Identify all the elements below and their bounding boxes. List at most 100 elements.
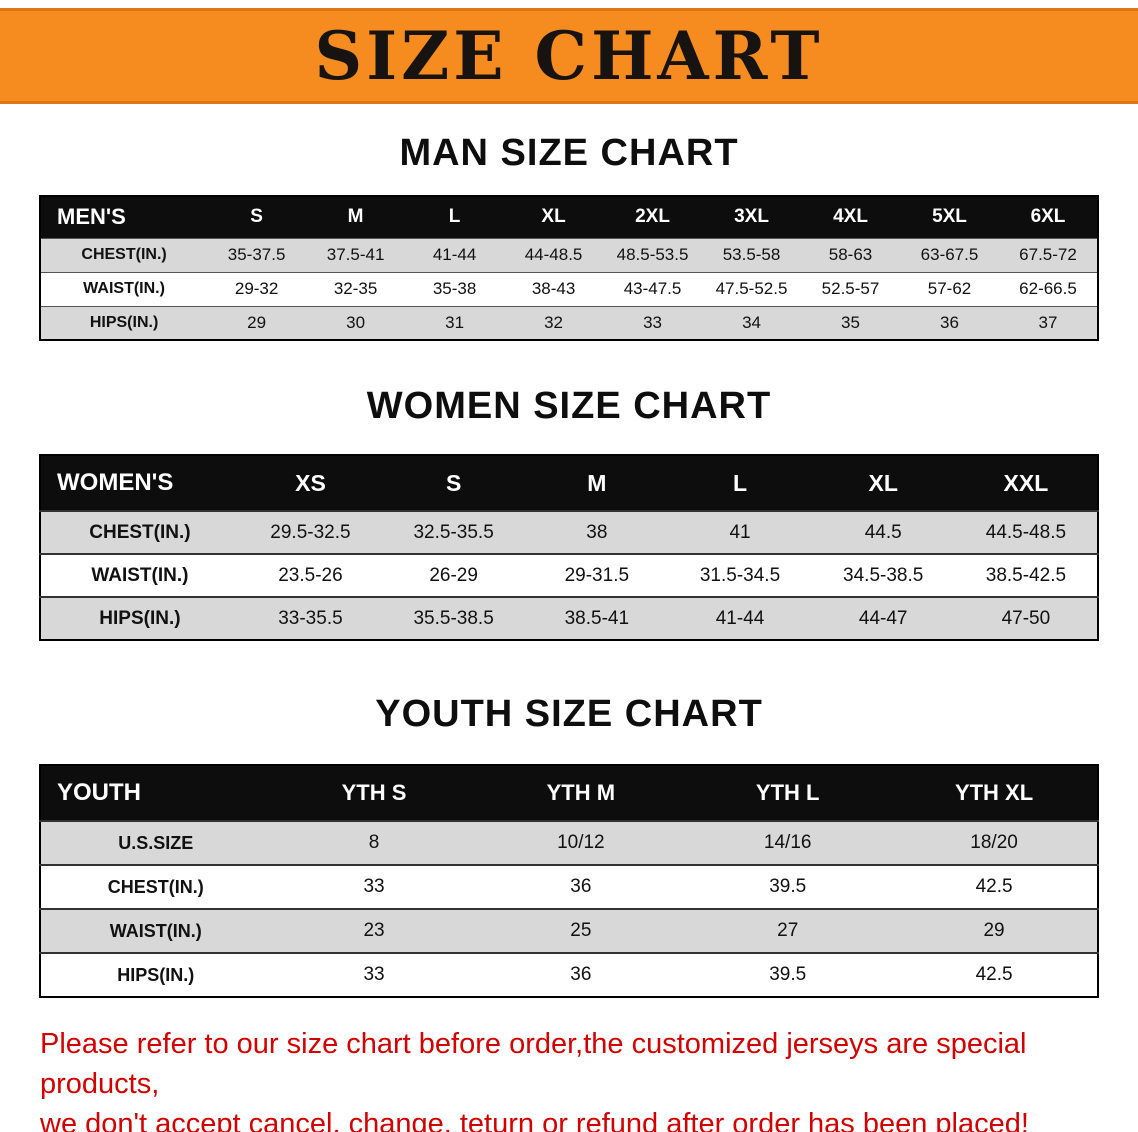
size-value-cell: 44-48.5 xyxy=(524,245,583,264)
women-size-table: WOMEN'S XS S M L XL XXL CHEST(IN.) 29.5-32.5 32.5… xyxy=(39,454,1099,641)
size-header-cell: 4XL xyxy=(833,206,868,228)
table-row: WAIST(IN.) 23 25 27 29 xyxy=(40,909,1098,953)
size-value-cell: 41 xyxy=(729,521,751,543)
size-value-cell: 31 xyxy=(445,312,465,332)
size-value-cell: 38 xyxy=(586,521,608,543)
women-section-heading: WOMEN SIZE CHART xyxy=(366,385,772,427)
size-value-cell: 43-47.5 xyxy=(623,279,682,298)
size-value-cell: 47.5-52.5 xyxy=(715,279,788,298)
size-value-cell: 57-62 xyxy=(927,279,972,298)
table-row: CHEST(IN.) 35-37.5 37.5-41 41-44 44-48.5 48.5… xyxy=(40,238,1098,272)
table-row: WAIST(IN.) 29-32 32-35 35-38 38-43 43-47.5 47.… xyxy=(40,272,1098,306)
page-title: SIZE CHART xyxy=(314,17,824,95)
size-value-cell: 48.5-53.5 xyxy=(616,245,689,264)
size-value-cell: 31.5-34.5 xyxy=(699,564,781,586)
table-row: HIPS(IN.) 33-35.5 35.5-38.5 38.5-41 41-44 44-… xyxy=(40,597,1098,640)
size-value-cell: 25 xyxy=(570,920,592,941)
table-row: HIPS(IN.) 29 30 31 32 33 34 35 36 37 xyxy=(40,306,1098,340)
size-header-cell: XS xyxy=(295,469,326,496)
table-row: CHEST(IN.) 29.5-32.5 32.5-35.5 38 41 44.5 44.5… xyxy=(40,511,1098,554)
size-header-cell: YTH XL xyxy=(954,780,1034,805)
size-value-cell: 41-44 xyxy=(715,607,765,629)
table-row: U.S.SIZE 8 10/12 14/16 18/20 xyxy=(40,821,1098,865)
size-header-cell: L xyxy=(448,206,461,228)
size-value-cell: 47-50 xyxy=(1001,607,1051,629)
row-label: CHEST(IN.) xyxy=(89,521,191,543)
youth-section-heading: YOUTH SIZE CHART xyxy=(375,693,763,735)
size-header-cell: 6XL xyxy=(1030,206,1066,228)
size-value-cell: 53.5-58 xyxy=(722,245,781,264)
size-value-cell: 41-44 xyxy=(432,245,477,264)
men-size-section: MAN SIZE CHART MEN'S S M L XL 2XL 3XL 4XL 5XL 6XL… xyxy=(0,132,1138,341)
size-value-cell: 30 xyxy=(346,312,366,332)
table-row: WAIST(IN.) 23.5-26 26-29 29-31.5 31.5-34.5 34… xyxy=(40,554,1098,597)
table-header-row: MEN'S S M L XL 2XL 3XL 4XL 5XL 6XL xyxy=(40,196,1098,238)
size-value-cell: 44.5-48.5 xyxy=(985,521,1067,543)
size-value-cell: 27 xyxy=(777,920,799,941)
table-header-row: WOMEN'S XS S M L XL XXL xyxy=(40,455,1098,511)
size-header-cell: YTH S xyxy=(341,780,407,805)
size-value-cell: 29-32 xyxy=(234,279,279,298)
row-label: WAIST(IN.) xyxy=(109,920,202,941)
size-header-cell: 2XL xyxy=(635,206,670,228)
size-header-cell: S xyxy=(445,469,462,496)
size-value-cell: 34.5-38.5 xyxy=(843,564,924,586)
size-header-cell: YTH M xyxy=(546,780,616,805)
size-header-cell: 3XL xyxy=(734,206,769,228)
size-value-cell: 29 xyxy=(247,312,267,332)
row-label: CHEST(IN.) xyxy=(81,246,167,263)
women-size-section: WOMEN SIZE CHART WOMEN'S XS S M L XL XXL CHEST(… xyxy=(0,385,1138,641)
row-label: HIPS(IN.) xyxy=(117,964,195,985)
size-value-cell: 39.5 xyxy=(769,964,807,985)
table-header-row: YOUTH YTH S YTH M YTH L YTH XL xyxy=(40,765,1098,821)
size-value-cell: 44.5 xyxy=(864,521,902,543)
disclaimer-note: Please refer to our size chart before or… xyxy=(0,1024,1138,1132)
size-value-cell: 62-66.5 xyxy=(1019,279,1077,298)
table-title-cell: MEN'S xyxy=(57,204,126,230)
table-title-cell: YOUTH xyxy=(57,779,141,806)
size-value-cell: 32 xyxy=(544,312,564,332)
size-header-cell: YTH L xyxy=(755,780,820,805)
row-label: U.S.SIZE xyxy=(118,832,194,853)
row-label: CHEST(IN.) xyxy=(107,876,204,897)
size-value-cell: 37.5-41 xyxy=(326,245,385,264)
row-label: WAIST(IN.) xyxy=(83,280,165,297)
size-value-cell: 44-47 xyxy=(858,607,908,629)
men-section-heading: MAN SIZE CHART xyxy=(399,132,739,174)
size-value-cell: 38-43 xyxy=(531,279,576,298)
youth-size-table: YOUTH YTH S YTH M YTH L YTH XL U.S.SIZE 8 10/12… xyxy=(39,764,1099,998)
size-value-cell: 35-37.5 xyxy=(227,245,286,264)
size-value-cell: 63-67.5 xyxy=(920,245,979,264)
size-header-cell: XL xyxy=(541,206,566,228)
size-value-cell: 36 xyxy=(570,964,592,985)
size-value-cell: 39.5 xyxy=(769,876,807,897)
size-value-cell: 35 xyxy=(841,312,860,332)
size-value-cell: 32-35 xyxy=(333,279,378,298)
size-header-cell: XXL xyxy=(1003,469,1049,496)
size-value-cell: 8 xyxy=(368,832,380,853)
size-value-cell: 67.5-72 xyxy=(1019,245,1077,264)
row-label: HIPS(IN.) xyxy=(99,607,181,629)
size-value-cell: 36 xyxy=(570,876,592,897)
size-value-cell: 33 xyxy=(643,312,662,332)
size-value-cell: 38.5-41 xyxy=(564,607,630,629)
size-header-cell: XL xyxy=(868,469,898,496)
table-title-cell: WOMEN'S xyxy=(57,469,174,496)
men-size-table: MEN'S S M L XL 2XL 3XL 4XL 5XL 6XL CHEST(IN.) 35-37… xyxy=(39,195,1099,341)
size-value-cell: 18/20 xyxy=(970,832,1018,853)
size-value-cell: 35.5-38.5 xyxy=(413,607,494,629)
banner: SIZE CHART xyxy=(0,8,1138,104)
size-value-cell: 37 xyxy=(1038,312,1058,332)
disclaimer-line-1: Please refer to our size chart before or… xyxy=(40,1028,1027,1100)
youth-size-section: YOUTH SIZE CHART YOUTH YTH S YTH M YTH L YTH… xyxy=(0,693,1138,998)
size-value-cell: 42.5 xyxy=(975,876,1013,897)
size-value-cell: 35-38 xyxy=(432,279,477,298)
size-value-cell: 36 xyxy=(940,312,959,332)
size-value-cell: 58-63 xyxy=(828,245,873,264)
size-value-cell: 26-29 xyxy=(429,564,478,586)
size-value-cell: 29 xyxy=(983,920,1005,941)
size-value-cell: 32.5-35.5 xyxy=(413,521,494,543)
size-value-cell: 29.5-32.5 xyxy=(270,521,351,543)
size-value-cell: 42.5 xyxy=(975,964,1013,985)
